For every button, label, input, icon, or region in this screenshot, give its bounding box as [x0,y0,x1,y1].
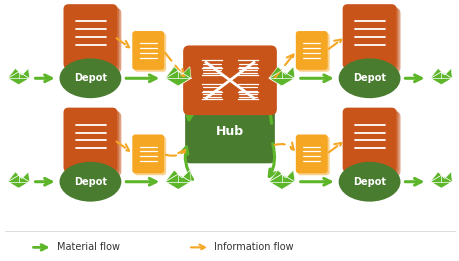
FancyBboxPatch shape [63,4,117,69]
Polygon shape [440,172,451,182]
Polygon shape [218,94,241,109]
Polygon shape [19,172,29,182]
FancyBboxPatch shape [230,78,264,106]
Polygon shape [430,72,451,85]
Text: Material flow: Material flow [56,242,119,252]
Polygon shape [281,170,294,182]
Polygon shape [219,93,240,111]
Polygon shape [269,70,294,86]
FancyBboxPatch shape [196,80,230,108]
FancyBboxPatch shape [185,89,274,163]
Polygon shape [430,172,444,182]
Polygon shape [269,170,285,182]
Polygon shape [8,68,22,78]
Polygon shape [8,175,29,188]
Polygon shape [8,172,22,182]
FancyBboxPatch shape [134,33,166,72]
FancyBboxPatch shape [132,31,164,70]
FancyBboxPatch shape [342,108,396,172]
FancyBboxPatch shape [297,33,329,72]
FancyBboxPatch shape [132,134,164,173]
Polygon shape [165,70,190,86]
Ellipse shape [338,162,400,201]
FancyBboxPatch shape [195,78,229,106]
Text: Hub: Hub [215,126,244,139]
Polygon shape [178,67,190,78]
Polygon shape [19,68,29,78]
FancyBboxPatch shape [344,110,397,174]
Polygon shape [281,67,294,78]
Polygon shape [269,174,294,189]
FancyBboxPatch shape [297,137,329,175]
Ellipse shape [59,58,121,98]
FancyBboxPatch shape [134,137,166,175]
Polygon shape [83,57,97,64]
Text: Depot: Depot [353,73,385,83]
Polygon shape [165,67,182,78]
FancyBboxPatch shape [195,54,229,82]
FancyBboxPatch shape [230,54,264,82]
FancyBboxPatch shape [344,6,397,71]
Polygon shape [440,68,451,78]
FancyBboxPatch shape [67,8,121,73]
Text: Depot: Depot [74,177,106,187]
FancyBboxPatch shape [65,6,119,71]
Ellipse shape [338,58,400,98]
Polygon shape [362,57,376,64]
FancyBboxPatch shape [346,8,400,73]
Text: Depot: Depot [74,73,106,83]
Polygon shape [430,175,451,188]
Polygon shape [178,170,190,182]
Polygon shape [165,174,190,189]
FancyBboxPatch shape [196,56,230,84]
FancyBboxPatch shape [233,56,266,84]
Polygon shape [269,67,285,78]
FancyBboxPatch shape [233,80,266,108]
FancyBboxPatch shape [63,108,117,172]
Text: Information flow: Information flow [213,242,293,252]
Ellipse shape [59,162,121,201]
FancyBboxPatch shape [295,31,327,70]
FancyBboxPatch shape [295,134,327,173]
FancyBboxPatch shape [183,45,276,115]
Text: Depot: Depot [353,177,385,187]
Polygon shape [83,161,97,167]
FancyBboxPatch shape [346,112,400,176]
Polygon shape [165,170,182,182]
FancyBboxPatch shape [342,4,396,69]
Polygon shape [430,68,444,78]
FancyBboxPatch shape [67,112,121,176]
FancyBboxPatch shape [65,110,119,174]
Polygon shape [362,161,376,167]
Polygon shape [8,72,29,85]
